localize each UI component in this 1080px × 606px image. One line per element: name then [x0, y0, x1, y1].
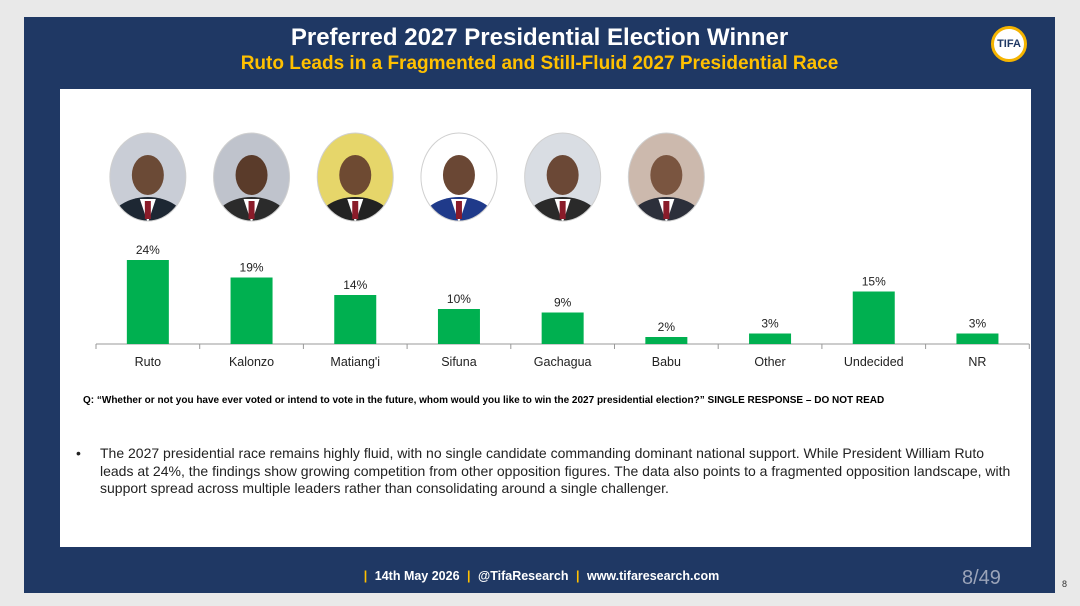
bar-babu	[645, 337, 688, 344]
category-label: Other	[754, 355, 785, 369]
bar-kalonzo	[230, 277, 273, 344]
slide-subtitle: Ruto Leads in a Fragmented and Still-Flu…	[240, 53, 839, 74]
portrait-ruto-icon	[109, 132, 187, 222]
bar-matiangi	[334, 295, 377, 344]
logo-text: TIFA	[997, 38, 1021, 50]
bar-nr	[956, 333, 999, 344]
bar-gachagua	[541, 312, 584, 344]
bar-sifuna	[437, 309, 480, 344]
value-label: 15%	[862, 275, 886, 289]
footer-date: 14th May 2026	[374, 569, 460, 583]
footer: | 14th May 2026 | @TifaResearch | www.ti…	[363, 569, 720, 583]
slide: Preferred 2027 Presidential Election Win…	[24, 17, 1067, 593]
bar-other	[749, 333, 792, 344]
value-label: 19%	[240, 261, 264, 275]
category-label: Undecided	[844, 355, 904, 369]
category-label: Matiang'i	[330, 355, 380, 369]
footer-handle[interactable]: @TifaResearch	[478, 569, 569, 583]
category-label: Babu	[652, 355, 681, 369]
page-number: 8/49	[962, 567, 1001, 589]
footer-website[interactable]: www.tifaresearch.com	[586, 569, 720, 583]
category-label: Gachagua	[534, 355, 592, 369]
value-label: 2%	[658, 320, 676, 334]
content-panel: 24% Ruto 19% Kalonzo 14% Matiang'i 10% Sifuna 9%…	[60, 89, 1031, 547]
bullet-marker: •	[76, 445, 81, 461]
page-number-small: 8	[1062, 579, 1068, 589]
value-label: 24%	[136, 243, 160, 257]
portrait-sifuna-icon	[420, 132, 498, 222]
survey-question: Q: “Whether or not you have ever voted o…	[83, 395, 885, 406]
bullet-text: The 2027 presidential race remains highl…	[100, 445, 1011, 496]
bar-chart: 24% Ruto 19% Kalonzo 14% Matiang'i 10% Sifuna 9%…	[95, 132, 1030, 369]
bar-ruto	[126, 260, 169, 344]
portrait-gachagua-icon	[524, 132, 602, 222]
portrait-matiangi-icon	[316, 132, 394, 222]
portrait-babu-icon	[627, 132, 705, 222]
portrait-kalonzo-icon	[213, 132, 291, 222]
category-label: NR	[968, 355, 986, 369]
value-label: 10%	[447, 292, 471, 306]
category-label: Ruto	[135, 355, 161, 369]
slide-title: Preferred 2027 Presidential Election Win…	[290, 24, 789, 51]
value-label: 3%	[761, 317, 779, 331]
value-label: 3%	[969, 317, 987, 331]
value-label: 14%	[343, 278, 367, 292]
tifa-logo: TIFA	[991, 26, 1027, 62]
category-label: Sifuna	[441, 355, 476, 369]
bar-undecided	[852, 291, 895, 344]
category-label: Kalonzo	[229, 355, 274, 369]
value-label: 9%	[554, 296, 572, 310]
